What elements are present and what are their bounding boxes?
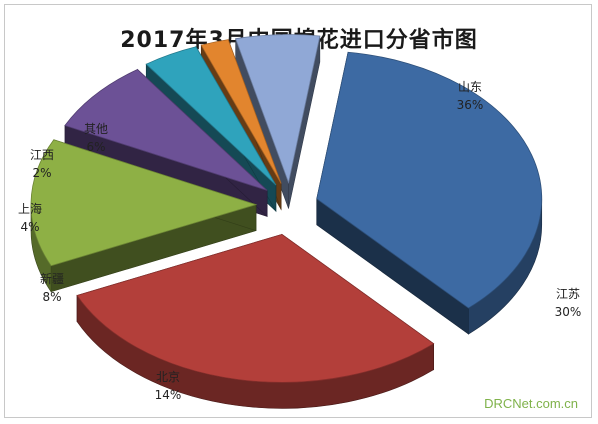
watermark: DRCNet.com.cn xyxy=(484,396,578,411)
pie-slice-1 xyxy=(76,233,435,409)
pie-slice-top-5 xyxy=(200,39,282,184)
pie-slice-2 xyxy=(30,139,258,293)
slice-label-1: 江苏 xyxy=(556,287,580,301)
pie-slice-top-1 xyxy=(76,233,435,383)
pie-slice-top-3 xyxy=(64,69,268,191)
pie-slice-top-0 xyxy=(316,51,543,309)
slice-value-2: 14% xyxy=(155,388,182,402)
slice-label-5: 江西 xyxy=(30,148,54,162)
slice-label-4: 上海 xyxy=(18,201,42,216)
slice-value-3: 8% xyxy=(42,290,61,304)
pie-slice-6 xyxy=(235,34,321,209)
slice-value-1: 30% xyxy=(555,305,582,319)
pie-slice-top-6 xyxy=(235,34,321,184)
slice-value-0: 36% xyxy=(457,98,484,112)
slice-label-0: 山东 xyxy=(458,80,482,94)
slice-value-6: 6% xyxy=(86,140,105,154)
slice-label-6: 其他 xyxy=(84,122,108,136)
slice-value-4: 4% xyxy=(20,220,39,234)
slice-label-2: 北京 xyxy=(156,370,180,384)
slice-label-3: 新疆 xyxy=(40,271,64,286)
pie-slice-top-2 xyxy=(30,139,258,267)
pie-slice-0 xyxy=(316,51,543,335)
pie-slice-top-4 xyxy=(145,46,277,186)
slice-value-5: 2% xyxy=(32,166,51,180)
